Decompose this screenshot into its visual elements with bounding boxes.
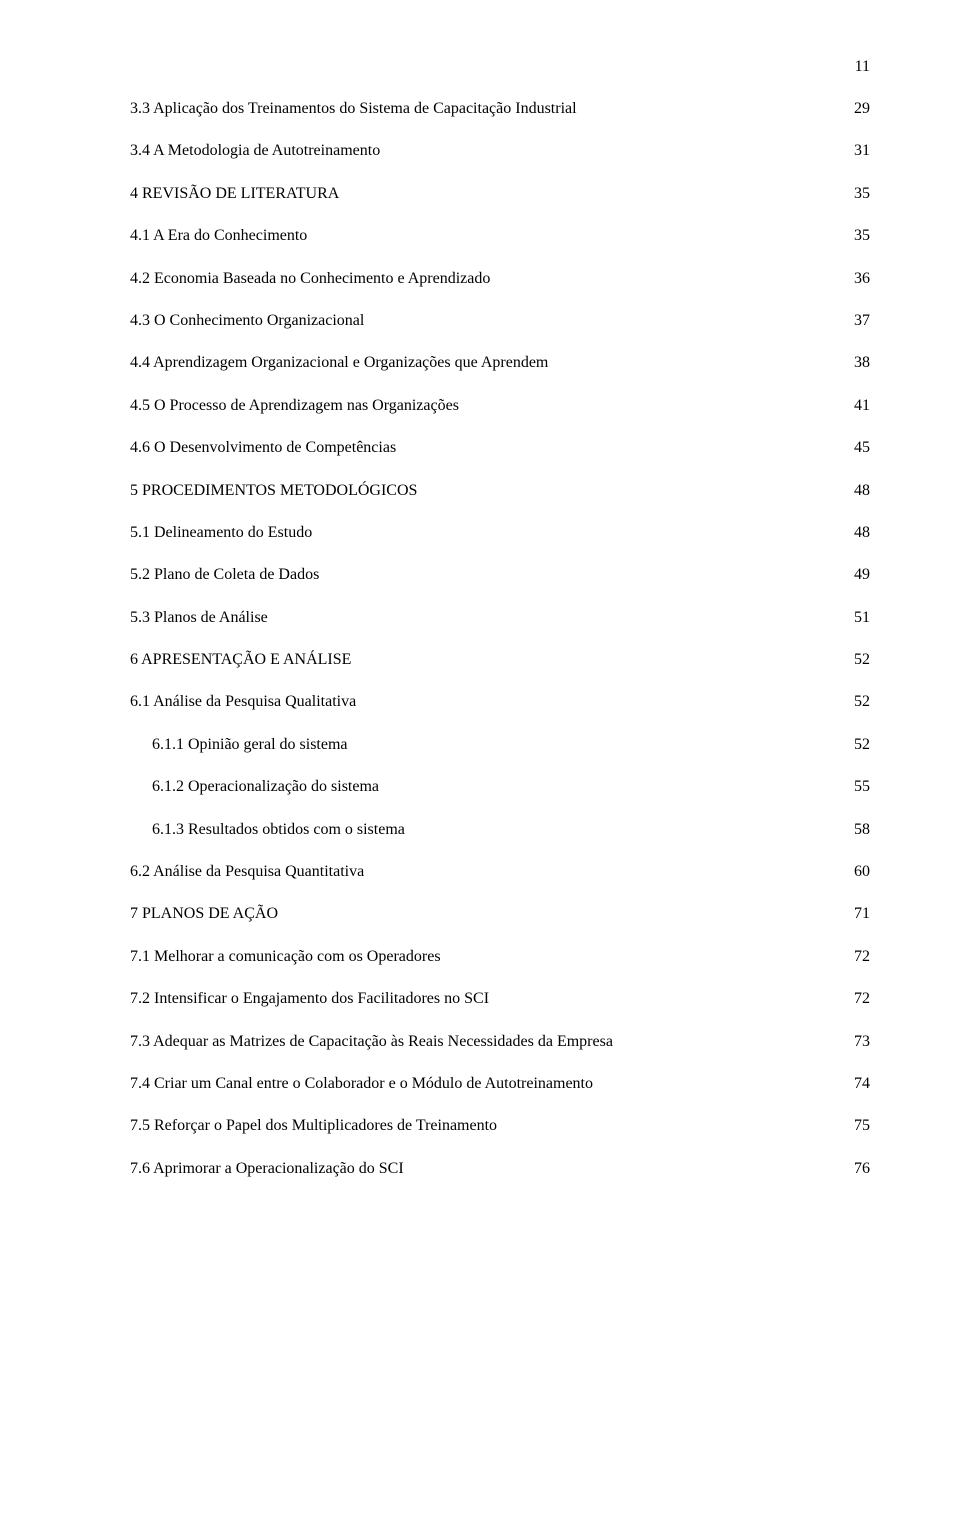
toc-entry-label: 5.2 Plano de Coleta de Dados [130,564,319,586]
toc-entry-page: 72 [854,988,870,1010]
toc-entry-page: 38 [854,352,870,374]
toc-entry-label: 4.2 Economia Baseada no Conhecimento e A… [130,268,490,290]
toc-entry: 7.2 Intensificar o Engajamento dos Facil… [130,988,870,1010]
toc-entry-label: 7 PLANOS DE AÇÃO [130,903,278,925]
toc-entry-label: 3.4 A Metodologia de Autotreinamento [130,140,380,162]
toc-entry-page: 48 [854,480,870,502]
toc-entry-page: 51 [854,607,870,629]
toc-entry-label: 6.1.1 Opinião geral do sistema [152,734,348,756]
toc-entry-label: 4 REVISÃO DE LITERATURA [130,183,339,205]
toc-entry-page: 45 [854,437,870,459]
toc-entry-page: 76 [854,1158,870,1180]
toc-entry: 4.5 O Processo de Aprendizagem nas Organ… [130,395,870,417]
toc-entry: 4.4 Aprendizagem Organizacional e Organi… [130,352,870,374]
page-number: 11 [855,58,870,76]
toc-entry: 4.3 O Conhecimento Organizacional 37 [130,310,870,332]
toc-entry-page: 60 [854,861,870,883]
toc-entry-page: 52 [854,691,870,713]
toc-entry: 5.3 Planos de Análise 51 [130,607,870,629]
toc-entry-label: 7.4 Criar um Canal entre o Colaborador e… [130,1073,593,1095]
toc-entry-label: 5.1 Delineamento do Estudo [130,522,312,544]
toc-entry-page: 75 [854,1115,870,1137]
toc-entry: 6.1.1 Opinião geral do sistema 52 [130,734,870,756]
toc-entry-page: 41 [854,395,870,417]
toc-entry-page: 35 [854,183,870,205]
toc-entry: 7.6 Aprimorar a Operacionalização do SCI… [130,1158,870,1180]
toc-entry-label: 6.1 Análise da Pesquisa Qualitativa [130,691,356,713]
toc-entry-label: 7.6 Aprimorar a Operacionalização do SCI [130,1158,404,1180]
toc-entry-page: 36 [854,268,870,290]
toc-entry: 7.3 Adequar as Matrizes de Capacitação à… [130,1031,870,1053]
toc-entry: 5.2 Plano de Coleta de Dados 49 [130,564,870,586]
toc-entry: 6.1.3 Resultados obtidos com o sistema 58 [130,819,870,841]
toc-entry-page: 31 [854,140,870,162]
toc-entry-page: 48 [854,522,870,544]
toc-entry-page: 74 [854,1073,870,1095]
toc-entry-label: 5 PROCEDIMENTOS METODOLÓGICOS [130,480,417,502]
toc-entry-page: 55 [854,776,870,798]
toc-entry-page: 37 [854,310,870,332]
toc-entry-label: 4.3 O Conhecimento Organizacional [130,310,364,332]
toc-entry-page: 35 [854,225,870,247]
toc-entry-page: 29 [854,98,870,120]
toc-entry-label: 4.4 Aprendizagem Organizacional e Organi… [130,352,548,374]
toc-entry-label: 5.3 Planos de Análise [130,607,268,629]
toc-entry: 6.2 Análise da Pesquisa Quantitativa 60 [130,861,870,883]
toc-entry: 5.1 Delineamento do Estudo 48 [130,522,870,544]
toc-entry-label: 6.1.2 Operacionalização do sistema [152,776,379,798]
toc-entry: 6 APRESENTAÇÃO E ANÁLISE 52 [130,649,870,671]
toc-entry: 3.3 Aplicação dos Treinamentos do Sistem… [130,98,870,120]
toc-entry: 7.4 Criar um Canal entre o Colaborador e… [130,1073,870,1095]
toc-entry: 3.4 A Metodologia de Autotreinamento 31 [130,140,870,162]
toc-entry: 4.6 O Desenvolvimento de Competências 45 [130,437,870,459]
toc-entry: 7 PLANOS DE AÇÃO 71 [130,903,870,925]
toc-entry-label: 4.5 O Processo de Aprendizagem nas Organ… [130,395,459,417]
toc-entry: 4.1 A Era do Conhecimento 35 [130,225,870,247]
toc-entry: 7.1 Melhorar a comunicação com os Operad… [130,946,870,968]
toc-entry-page: 71 [854,903,870,925]
toc-entry: 6.1 Análise da Pesquisa Qualitativa 52 [130,691,870,713]
table-of-contents: 3.3 Aplicação dos Treinamentos do Sistem… [130,98,870,1180]
toc-entry-label: 7.5 Reforçar o Papel dos Multiplicadores… [130,1115,497,1137]
toc-entry: 4.2 Economia Baseada no Conhecimento e A… [130,268,870,290]
toc-entry-page: 72 [854,946,870,968]
toc-entry-label: 4.6 O Desenvolvimento de Competências [130,437,396,459]
toc-entry-label: 7.2 Intensificar o Engajamento dos Facil… [130,988,489,1010]
toc-entry-label: 4.1 A Era do Conhecimento [130,225,307,247]
toc-entry: 6.1.2 Operacionalização do sistema 55 [130,776,870,798]
toc-entry-page: 58 [854,819,870,841]
toc-entry-label: 7.3 Adequar as Matrizes de Capacitação à… [130,1031,613,1053]
toc-entry: 4 REVISÃO DE LITERATURA 35 [130,183,870,205]
toc-entry-page: 52 [854,734,870,756]
toc-entry-label: 6.2 Análise da Pesquisa Quantitativa [130,861,364,883]
toc-entry-label: 6.1.3 Resultados obtidos com o sistema [152,819,405,841]
toc-entry: 5 PROCEDIMENTOS METODOLÓGICOS 48 [130,480,870,502]
toc-entry-label: 6 APRESENTAÇÃO E ANÁLISE [130,649,351,671]
toc-entry-page: 73 [854,1031,870,1053]
toc-entry-page: 52 [854,649,870,671]
toc-entry-page: 49 [854,564,870,586]
toc-entry-label: 7.1 Melhorar a comunicação com os Operad… [130,946,441,968]
toc-entry-label: 3.3 Aplicação dos Treinamentos do Sistem… [130,98,577,120]
toc-entry: 7.5 Reforçar o Papel dos Multiplicadores… [130,1115,870,1137]
